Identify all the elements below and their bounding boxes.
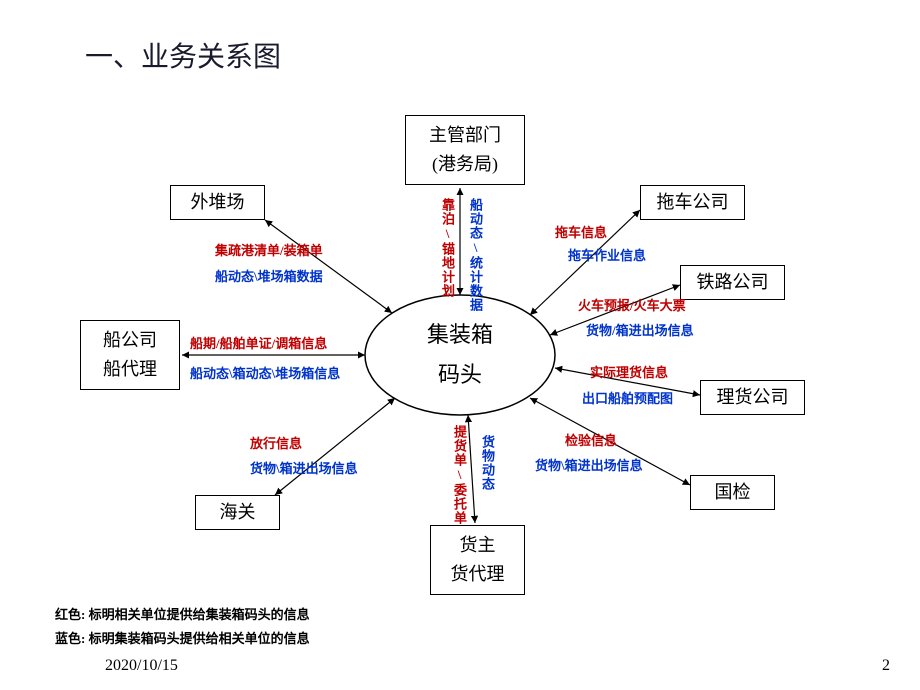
node-agent: 船公司 船代理 <box>80 320 180 390</box>
label-tally-blue: 出口船舶预配图 <box>582 388 673 407</box>
center-line1: 集装箱 <box>427 315 493 355</box>
label-agent-red: 船期/船舶单证/调箱信息 <box>190 333 327 352</box>
node-inspect: 国检 <box>690 475 775 510</box>
label-rail-blue: 货物/箱进出场信息 <box>586 320 694 339</box>
node-tally: 理货公司 <box>700 380 805 415</box>
node-rail: 铁路公司 <box>680 265 785 300</box>
label-customs-blue: 货物\箱进出场信息 <box>250 458 358 477</box>
node-customs: 海关 <box>195 495 280 530</box>
edge-owner <box>468 415 475 523</box>
center-line2: 码头 <box>438 355 482 395</box>
label-tally-red: 实际理货信息 <box>590 362 668 381</box>
label-owner-red: 提货单\委托单 <box>450 425 469 525</box>
label-yard-blue: 船动态\堆场箱数据 <box>215 266 323 285</box>
label-yard-red: 集疏港清单/装箱单 <box>215 240 323 259</box>
label-truck-blue: 拖车作业信息 <box>568 245 646 264</box>
footer-page: 2 <box>882 657 890 675</box>
label-owner-blue: 货物动态 <box>478 435 497 491</box>
legend-blue: 蓝色: 标明集装箱码头提供给相关单位的信息 <box>55 627 310 650</box>
label-customs-red: 放行信息 <box>250 433 302 452</box>
center-node: 集装箱 码头 <box>395 315 525 395</box>
label-gov-red: 靠泊\锚地计划 <box>438 198 457 298</box>
node-gov: 主管部门 (港务局) <box>405 115 525 185</box>
label-gov-blue: 船动态\统计数据 <box>466 198 485 312</box>
legend-red: 红色: 标明相关单位提供给集装箱码头的信息 <box>55 603 310 626</box>
node-yard: 外堆场 <box>170 185 265 220</box>
node-truck: 拖车公司 <box>640 185 745 220</box>
node-owner: 货主 货代理 <box>430 525 525 595</box>
footer-date: 2020/10/15 <box>105 657 178 675</box>
label-inspect-red: 检验信息 <box>565 430 617 449</box>
legend: 红色: 标明相关单位提供给集装箱码头的信息蓝色: 标明集装箱码头提供给相关单位的… <box>55 603 310 650</box>
label-agent-blue: 船动态\箱动态\堆场箱信息 <box>190 363 340 382</box>
label-rail-red: 火车预报/火车大票 <box>578 295 686 314</box>
label-inspect-blue: 货物\箱进出场信息 <box>535 455 643 474</box>
label-truck-red: 拖车信息 <box>555 222 607 241</box>
